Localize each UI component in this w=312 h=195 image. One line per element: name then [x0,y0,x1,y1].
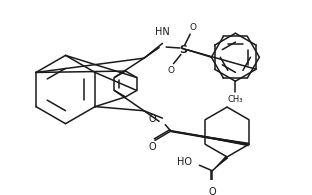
Text: O: O [189,23,197,32]
Text: HN: HN [155,27,170,37]
Text: HO: HO [177,157,192,168]
Text: S: S [179,45,187,55]
Text: CH₃: CH₃ [228,95,243,104]
Text: O: O [149,142,156,152]
Polygon shape [212,156,228,171]
Text: O: O [208,187,216,195]
Text: O: O [167,66,174,75]
Text: O: O [149,114,156,124]
Polygon shape [171,131,249,146]
